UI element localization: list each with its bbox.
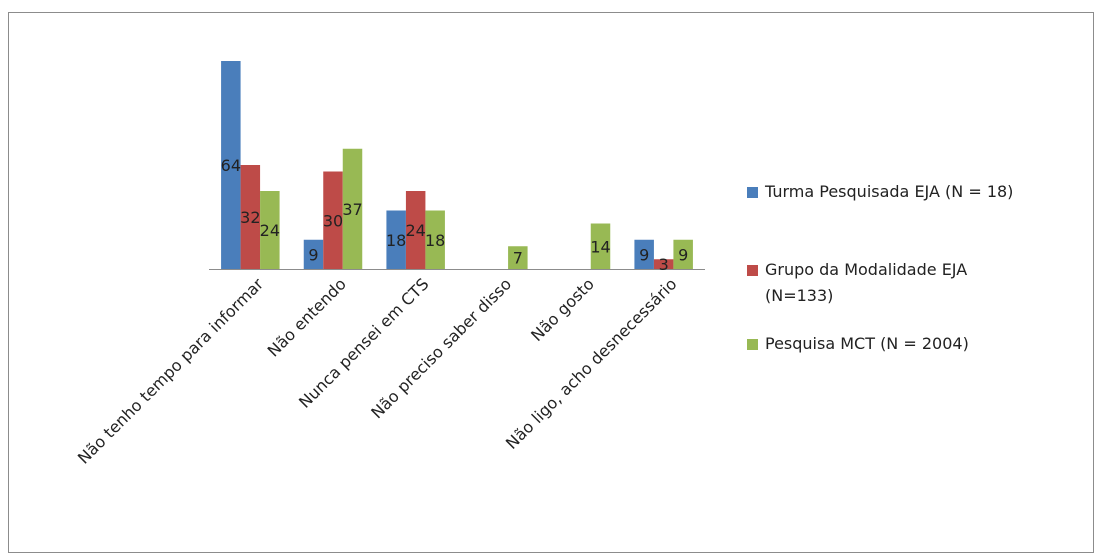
chart-frame: 64 32 24 9 30 37 18 24 18 7 14 9 3 9 Não tenho tempo …: [8, 12, 1094, 553]
category-label-1: Não entendo: [264, 274, 350, 360]
value-label-series0-cat1: 9: [308, 245, 318, 264]
bar-series2-cat3: [508, 246, 528, 269]
value-label-series2-cat3: 7: [513, 249, 523, 268]
bar-series2-cat4: [590, 223, 611, 269]
legend-swatch-0: [747, 187, 758, 198]
category-label-0: Não tenho tempo para informar: [74, 274, 268, 468]
bar-series1-cat0: [240, 165, 261, 269]
legend-label-0: Turma Pesquisada EJA (N = 18): [764, 182, 1013, 201]
category-label-4: Não gosto: [527, 274, 598, 345]
legend-swatch-2: [747, 339, 758, 350]
value-label-series2-cat4: 14: [590, 237, 610, 256]
bar-series2-cat2: [425, 210, 445, 269]
bar-series0-cat0: [221, 61, 241, 269]
bar-series0-cat2: [386, 210, 406, 269]
value-label-series2-cat1: 37: [342, 200, 362, 219]
legend-label-1: Grupo da Modalidade EJA (N=133): [765, 260, 967, 305]
bar-series1-cat1: [323, 171, 343, 269]
value-label-series2-cat2: 18: [425, 231, 445, 250]
value-label-series0-cat5: 9: [639, 245, 649, 264]
bar-series2-cat5: [673, 239, 693, 269]
value-label-series1-cat1: 30: [323, 211, 343, 230]
legend-label-2: Pesquisa MCT (N = 2004): [765, 334, 969, 353]
bar-series2-cat1: [342, 148, 363, 269]
bar-series1-cat5: [653, 259, 674, 269]
category-label-3: Não preciso saber disso: [367, 274, 515, 422]
bar-series0-cat1: [303, 239, 324, 269]
bar-series0-cat5: [634, 239, 654, 269]
legend: Turma Pesquisada EJA (N = 18) Grupo da Mo…: [747, 182, 1013, 353]
value-label-series2-cat5: 9: [678, 245, 688, 264]
bar-series2-cat0: [260, 191, 280, 269]
value-label-series0-cat0: 64: [221, 156, 241, 175]
value-label-series1-cat5: 3: [659, 255, 669, 274]
value-label-series0-cat2: 18: [386, 231, 406, 250]
legend-swatch-1: [747, 265, 758, 276]
bar-series1-cat2: [405, 191, 426, 269]
category-label-5: Não ligo, acho desnecessário: [502, 274, 681, 453]
value-label-series2-cat0: 24: [260, 221, 280, 240]
value-label-series1-cat0: 32: [240, 208, 260, 227]
value-label-series1-cat2: 24: [405, 221, 425, 240]
